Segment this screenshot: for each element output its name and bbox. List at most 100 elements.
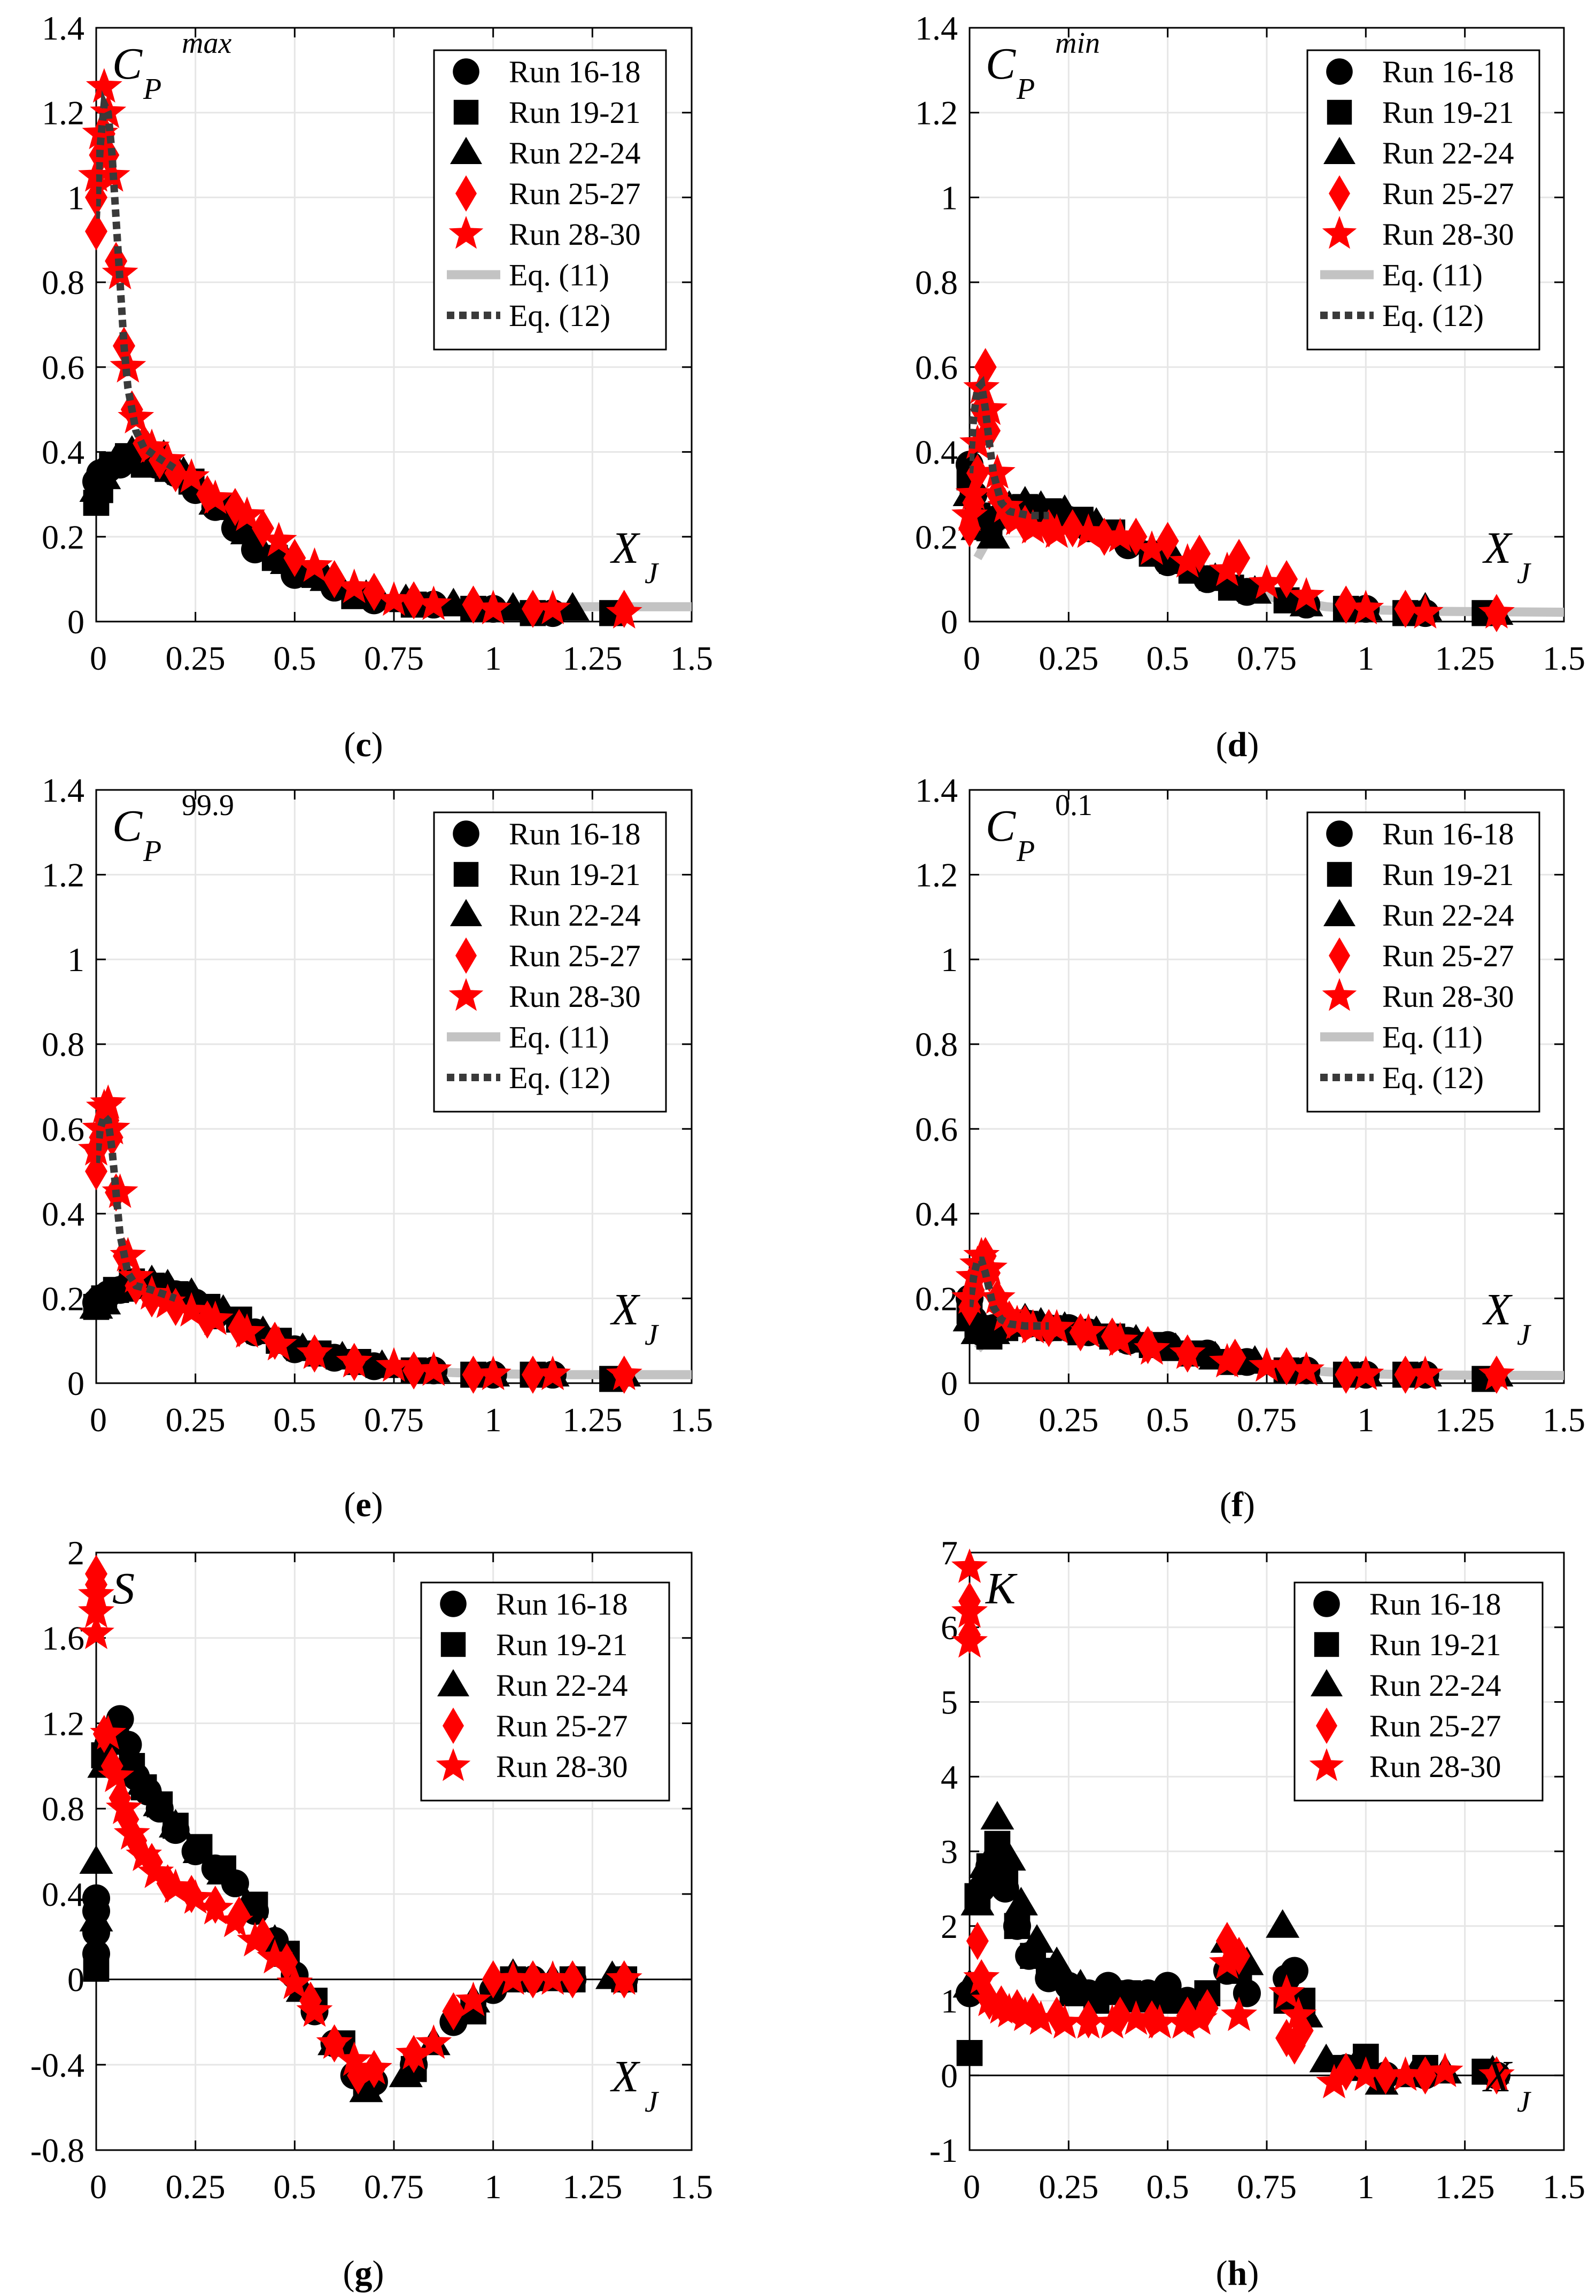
data-point	[1268, 1974, 1305, 2009]
y-tick-label: 0.2	[42, 518, 84, 556]
data-point	[534, 589, 571, 625]
data-point	[971, 1981, 1008, 2016]
data-point	[1275, 2019, 1298, 2058]
legend-label: Run 19-21	[1382, 95, 1514, 130]
x-tick-label: 0.25	[1039, 1401, 1098, 1439]
panel-caption: (h)	[1216, 2254, 1259, 2293]
legend-marker	[1309, 1748, 1344, 1781]
y-tick-label: 0.2	[915, 518, 958, 556]
legend-marker	[1329, 937, 1350, 974]
y-tick-label: 1.2	[42, 1704, 84, 1742]
legend-marker	[440, 1632, 466, 1657]
data-point	[1427, 2052, 1463, 2088]
y-tick-label: 1	[67, 179, 84, 216]
data-point	[283, 539, 306, 577]
data-point	[1151, 1976, 1185, 2005]
legend-marker	[437, 1669, 469, 1696]
legend-label: Run 22-24	[1369, 1668, 1501, 1703]
y-tick-label: -0.4	[30, 2046, 84, 2084]
legend-marker	[450, 137, 482, 164]
legend-marker	[455, 175, 477, 212]
y-tick-label: 0.4	[42, 433, 84, 471]
data-point	[376, 1347, 412, 1382]
y-tick-label: 0.4	[915, 433, 958, 471]
y-axis-label: C	[986, 39, 1016, 89]
x-tick-label: 1.5	[670, 1401, 713, 1439]
data-point	[561, 1960, 584, 1999]
data-point	[1347, 2056, 1384, 2091]
data-point	[1134, 1330, 1170, 1365]
data-point	[494, 1960, 531, 1995]
legend: Run 16-18 Run 19-21 Run 22-24 Run 25-27 Run …	[433, 49, 667, 351]
legend-marker	[450, 899, 482, 926]
data-point	[462, 585, 485, 624]
y-axis-label-sub: P	[143, 73, 161, 106]
legend-marker	[1323, 137, 1355, 164]
x-axis-label-sub: J	[1517, 1318, 1532, 1352]
data-point	[260, 1325, 297, 1361]
legend-label: Run 25-27	[1382, 938, 1514, 973]
legend-marker	[1313, 1591, 1340, 1617]
y-tick-label: 1	[941, 1982, 958, 2020]
data-point	[173, 1292, 210, 1327]
x-axis-label: X	[610, 1285, 641, 1335]
x-tick-label: 1.5	[1543, 639, 1585, 677]
data-point	[1125, 517, 1148, 556]
y-tick-label: 0.6	[915, 348, 958, 386]
x-tick-label: 0.75	[1237, 1401, 1297, 1439]
x-tick-label: 0.75	[1237, 639, 1297, 677]
data-point	[475, 589, 512, 625]
data-point	[555, 592, 590, 621]
y-tick-label: -0.8	[30, 2131, 84, 2169]
data-point	[1249, 564, 1285, 599]
legend-marker	[436, 1748, 471, 1781]
y-tick-label: 0	[67, 1961, 84, 1999]
legend-label: Run 28-30	[1369, 1749, 1501, 1784]
data-point	[521, 589, 544, 628]
y-axis-label: C	[986, 801, 1016, 851]
legend: Run 16-18 Run 19-21 Run 22-24 Run 25-27 Run …	[1306, 49, 1540, 351]
data-point	[85, 1555, 107, 1593]
y-axis-label-sup: max	[182, 27, 231, 60]
x-tick-label: 0.25	[1039, 2168, 1098, 2206]
data-point	[1118, 2000, 1155, 2035]
data-point	[229, 496, 266, 531]
data-point	[299, 1981, 322, 2020]
x-tick-label: 0	[963, 1401, 980, 1439]
data-point	[106, 1789, 142, 1824]
chart-panel-d: 0 0.25 0.5 0.75 1 1.25 1.5 0 0.2 0.4 0.6 0.8 1 1.2 1.4…	[915, 9, 1585, 764]
y-tick-label: 0.8	[915, 263, 958, 301]
data-point	[482, 1960, 505, 1999]
data-point	[402, 1351, 425, 1390]
x-tick-label: 1.5	[670, 2168, 713, 2206]
x-axis-label-sub: J	[645, 557, 660, 590]
series-run-28-30	[951, 1548, 1515, 2099]
x-tick-label: 0.5	[273, 1401, 316, 1439]
legend-label: Run 16-18	[509, 55, 641, 89]
x-tick-label: 1.25	[1435, 639, 1495, 677]
data-point	[987, 1296, 1024, 1331]
legend-label: Eq. (11)	[1382, 1020, 1483, 1054]
x-tick-label: 0	[963, 639, 980, 677]
y-tick-label: 2	[941, 1907, 958, 1945]
x-tick-label: 0.75	[364, 2168, 424, 2206]
data-point	[992, 1842, 1026, 1871]
x-tick-label: 1.25	[562, 639, 622, 677]
data-point	[1169, 1334, 1206, 1369]
data-point	[1093, 517, 1116, 556]
legend-label: Run 19-21	[496, 1627, 628, 1662]
data-point	[1478, 594, 1515, 629]
data-point	[606, 594, 642, 629]
data-point	[1335, 585, 1358, 624]
y-tick-label: 1.4	[915, 771, 958, 809]
data-point	[1208, 1343, 1245, 1378]
data-point	[521, 1960, 544, 1999]
chart-panel-e: 0 0.25 0.5 0.75 1 1.25 1.5 0 0.2 0.4 0.6 0.8 1 1.2 1.4…	[42, 771, 713, 1524]
data-point	[1022, 2000, 1059, 2035]
data-point	[1309, 2043, 1343, 2073]
y-tick-label: 0.8	[42, 263, 84, 301]
y-tick-label: 0.8	[915, 1026, 958, 1064]
series-run-28-30	[78, 1084, 642, 1390]
data-point	[1387, 2056, 1424, 2091]
legend-marker	[1326, 58, 1353, 85]
